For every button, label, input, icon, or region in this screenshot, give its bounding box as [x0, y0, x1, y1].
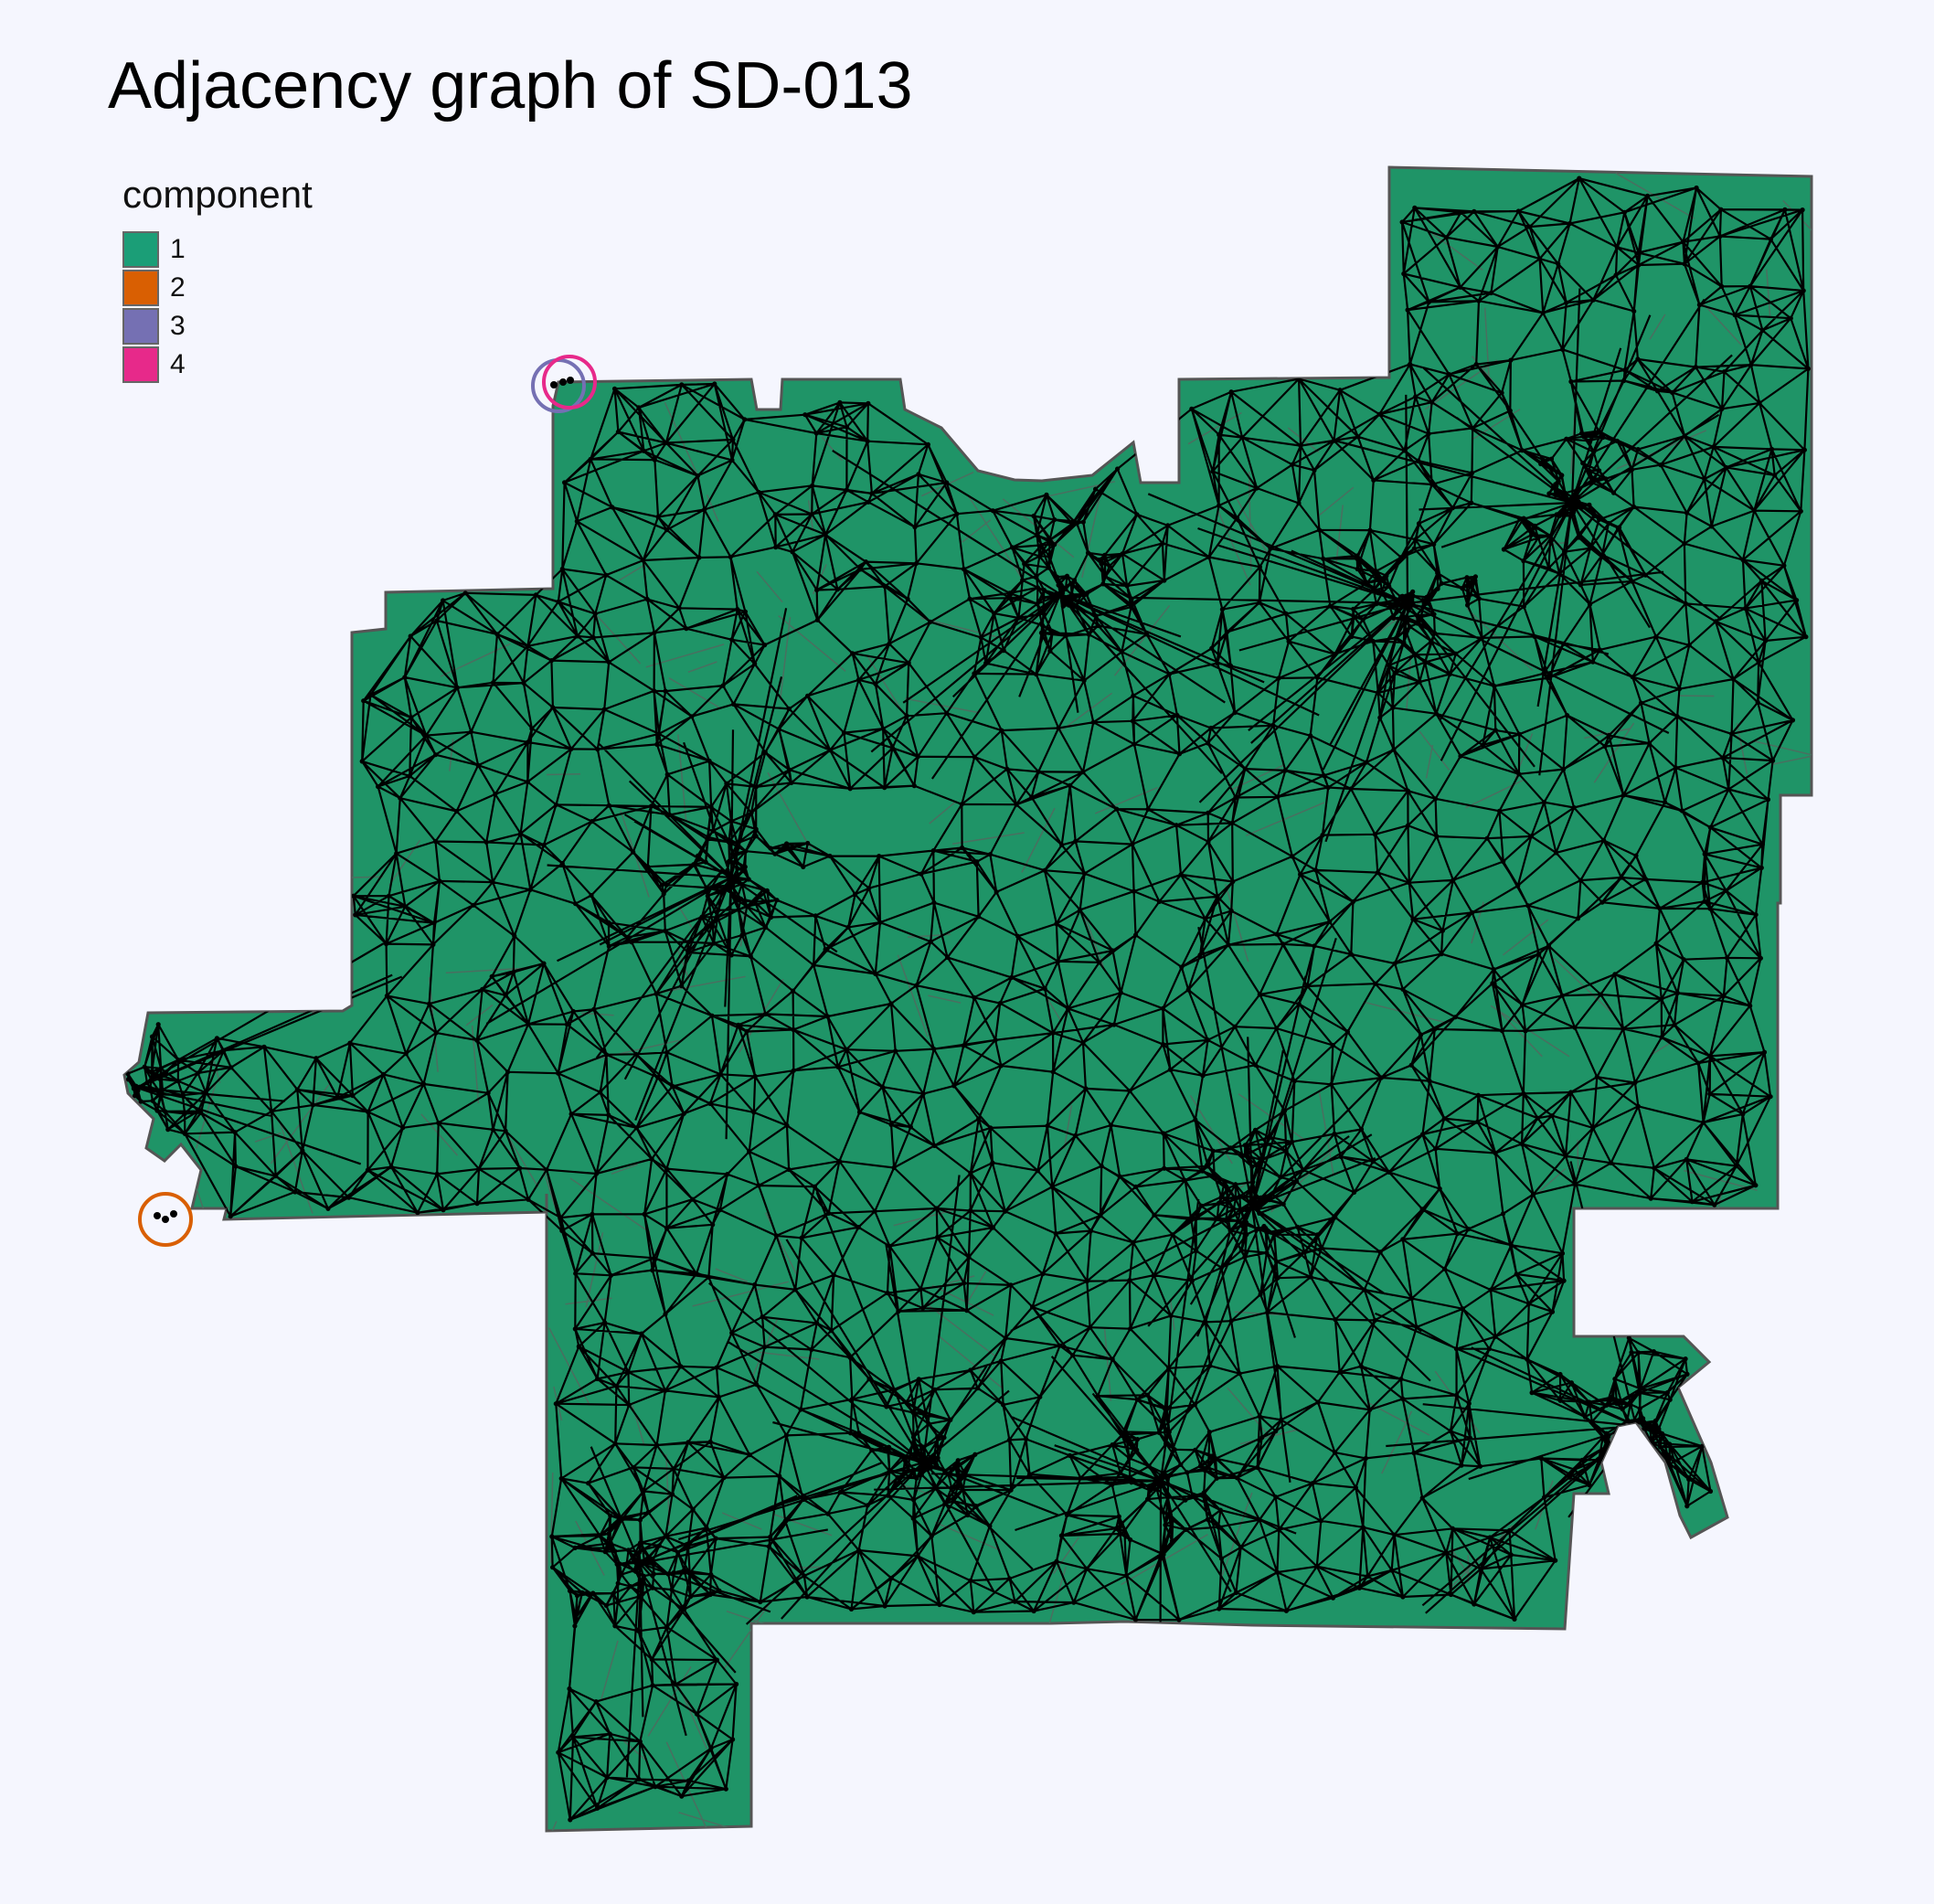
island-node [162, 1216, 169, 1223]
legend-swatch-1 [122, 231, 159, 268]
legend-title: component [122, 173, 313, 216]
component-4-marker [542, 355, 597, 410]
adjacency-edge-set [126, 177, 1810, 1821]
legend-label-1: 1 [170, 234, 186, 264]
map-title: Adjacency graph of SD-013 [108, 49, 913, 122]
legend-swatch-3 [122, 308, 159, 345]
legend-item-1: 1 [122, 230, 313, 269]
adjacency-edges [126, 177, 1810, 1821]
island-components [138, 355, 597, 1247]
island-node [170, 1210, 177, 1218]
legend-item-4: 4 [122, 346, 313, 384]
legend-swatch-2 [122, 270, 159, 306]
island-node [559, 378, 567, 386]
island-node [154, 1212, 161, 1219]
legend-item-3: 3 [122, 307, 313, 346]
adjacency-node-set [125, 176, 1811, 1823]
legend-swatch-4 [122, 346, 159, 383]
island-node [550, 381, 558, 388]
legend-label-2: 2 [170, 272, 186, 303]
legend-label-3: 3 [170, 311, 186, 341]
legend-item-2: 2 [122, 269, 313, 307]
island-node [567, 377, 574, 384]
legend: component 1 2 3 4 [122, 176, 313, 384]
district-layer [122, 165, 1813, 1833]
legend-label-4: 4 [170, 349, 186, 379]
component-2-marker [138, 1192, 193, 1247]
adjacency-nodes [125, 176, 1811, 1823]
